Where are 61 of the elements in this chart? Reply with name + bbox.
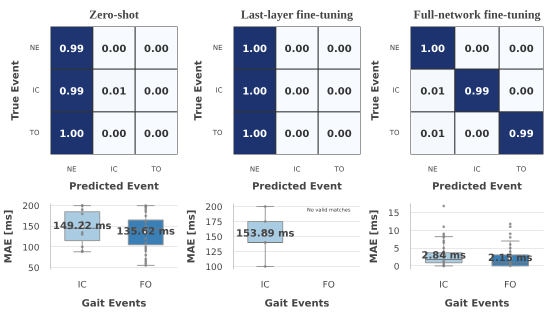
x-tick-label: IC <box>78 280 87 290</box>
x-tick-label: FO <box>140 280 152 290</box>
y-tick-label: 150 <box>205 233 223 243</box>
chart-title: Last-layer fine-tuning <box>240 8 353 22</box>
y-tick-label: 5 <box>394 244 400 255</box>
y-tick-label: 100 <box>22 243 40 254</box>
data-label: 0.99 <box>59 44 84 55</box>
chart-title: Full-network fine-tuning <box>413 8 541 22</box>
y-tick-label: 200 <box>205 203 223 213</box>
y-tick-label: 15 <box>388 208 400 219</box>
y-tick-label: 175 <box>205 218 223 228</box>
data-label: 0.00 <box>508 86 534 98</box>
y-tick-label: 125 <box>205 248 223 258</box>
y-tick-label: 10 <box>388 226 400 237</box>
data-label: 0.00 <box>102 129 126 140</box>
y-tick-label: 150 <box>22 222 40 233</box>
data-label: 0.00 <box>102 44 126 55</box>
data-label: 0.00 <box>326 129 352 140</box>
x-axis-title: Gait Events <box>444 298 510 310</box>
data-label: 0.00 <box>464 44 490 55</box>
x-tick-label: FO <box>322 280 335 290</box>
x-tick-label: FO <box>504 280 516 290</box>
data-label: 0.01 <box>420 86 446 98</box>
x-tick-label: IC <box>260 280 270 290</box>
data-label: 0.00 <box>284 44 310 55</box>
y-axis-title: True Event <box>194 60 205 121</box>
data-label: 1.00 <box>59 129 84 140</box>
y-axis-title: True Event <box>370 60 382 121</box>
data-label: 0.99 <box>59 86 84 98</box>
data-label: 0.01 <box>102 86 126 98</box>
data-label: 0.01 <box>420 129 446 140</box>
x-axis-title: Gait Events <box>264 298 330 310</box>
data-label: 0.00 <box>464 129 490 140</box>
data-label: 0.00 <box>284 86 310 98</box>
y-axis-title: MAE [ms] <box>186 210 198 264</box>
data-label: 0.99 <box>464 86 490 98</box>
data-label: 0.99 <box>508 129 534 140</box>
y-tick-label: 100 <box>205 263 223 273</box>
data-label: 1.00 <box>242 129 268 140</box>
x-axis-title: Predicted Event <box>252 182 342 192</box>
data-label: 0.00 <box>284 129 310 140</box>
x-axis-title: Predicted Event <box>69 182 160 192</box>
data-label: 0.00 <box>144 86 169 98</box>
y-axis-title: MAE [ms] <box>369 210 380 264</box>
data-label: 0.00 <box>508 44 534 55</box>
y-tick-label: 200 <box>22 202 40 212</box>
x-tick-label: IC <box>439 280 448 290</box>
data-label: 1.00 <box>420 44 446 55</box>
x-axis-title: Gait Events <box>82 298 146 310</box>
data-label: 1.00 <box>242 44 268 55</box>
y-axis-title: MAE [ms] <box>3 210 14 264</box>
data-label: 1.00 <box>242 86 268 98</box>
x-axis-title: Predicted Event <box>432 182 522 192</box>
data-label: 0.00 <box>144 44 169 55</box>
y-tick-label: 50 <box>28 264 40 274</box>
y-axis-title: True Event <box>10 60 22 121</box>
data-label: 0.00 <box>144 129 169 140</box>
data-label: 0.00 <box>326 44 352 55</box>
y-tick-label: 0 <box>394 262 400 272</box>
data-label: 0.00 <box>326 86 352 98</box>
chart-title: Zero-shot <box>89 8 139 22</box>
